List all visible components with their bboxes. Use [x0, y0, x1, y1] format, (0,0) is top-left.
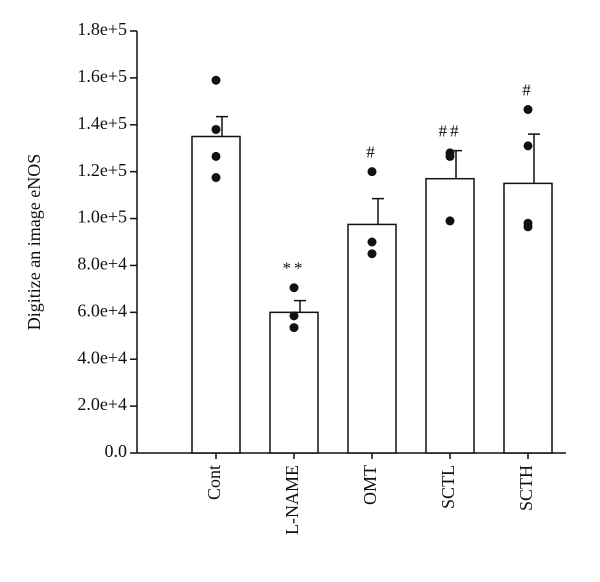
significance-label: # [366, 143, 378, 162]
x-tick-label: L-NAME [282, 465, 302, 535]
data-point [445, 216, 455, 226]
data-point [367, 249, 377, 259]
y-tick-label: 1.0e+5 [77, 207, 127, 227]
y-tick-label: 8.0e+4 [77, 254, 127, 274]
y-tick-label: 1.8e+5 [77, 19, 127, 39]
x-tick-label: SCTH [516, 465, 536, 511]
y-axis-label: Digitize an image eNOS [24, 154, 44, 330]
data-point [523, 222, 533, 232]
data-point [445, 151, 455, 161]
data-point [211, 124, 221, 134]
data-point [367, 237, 377, 247]
x-tick-label: Cont [204, 465, 224, 500]
bar [425, 177, 475, 454]
error-bar [372, 197, 384, 225]
data-point [211, 75, 221, 85]
error-bar [294, 299, 306, 313]
y-tick-label: 1.2e+5 [77, 160, 127, 180]
y-tick-label: 2.0e+4 [77, 394, 127, 414]
data-point [211, 173, 221, 183]
error-bar [528, 133, 540, 184]
significance-label: ** [283, 259, 306, 278]
significance-label: # [522, 80, 534, 99]
y-tick-label: 1.6e+5 [77, 66, 127, 86]
error-bar [216, 115, 228, 137]
bar [347, 223, 397, 454]
x-tick-label: OMT [360, 465, 380, 505]
significance-label: ## [439, 121, 462, 140]
data-point [367, 167, 377, 177]
data-point [523, 105, 533, 115]
bar [269, 311, 319, 454]
y-tick-label: 4.0e+4 [77, 347, 127, 367]
data-point [523, 141, 533, 151]
y-tick-label: 6.0e+4 [77, 300, 127, 320]
data-point [289, 283, 299, 293]
y-tick-label: 0.0 [105, 441, 128, 461]
data-point [289, 311, 299, 321]
data-point [289, 323, 299, 333]
data-point [211, 151, 221, 161]
x-tick-label: SCTL [438, 465, 458, 509]
bar [191, 135, 241, 454]
y-tick-label: 1.4e+5 [77, 113, 127, 133]
